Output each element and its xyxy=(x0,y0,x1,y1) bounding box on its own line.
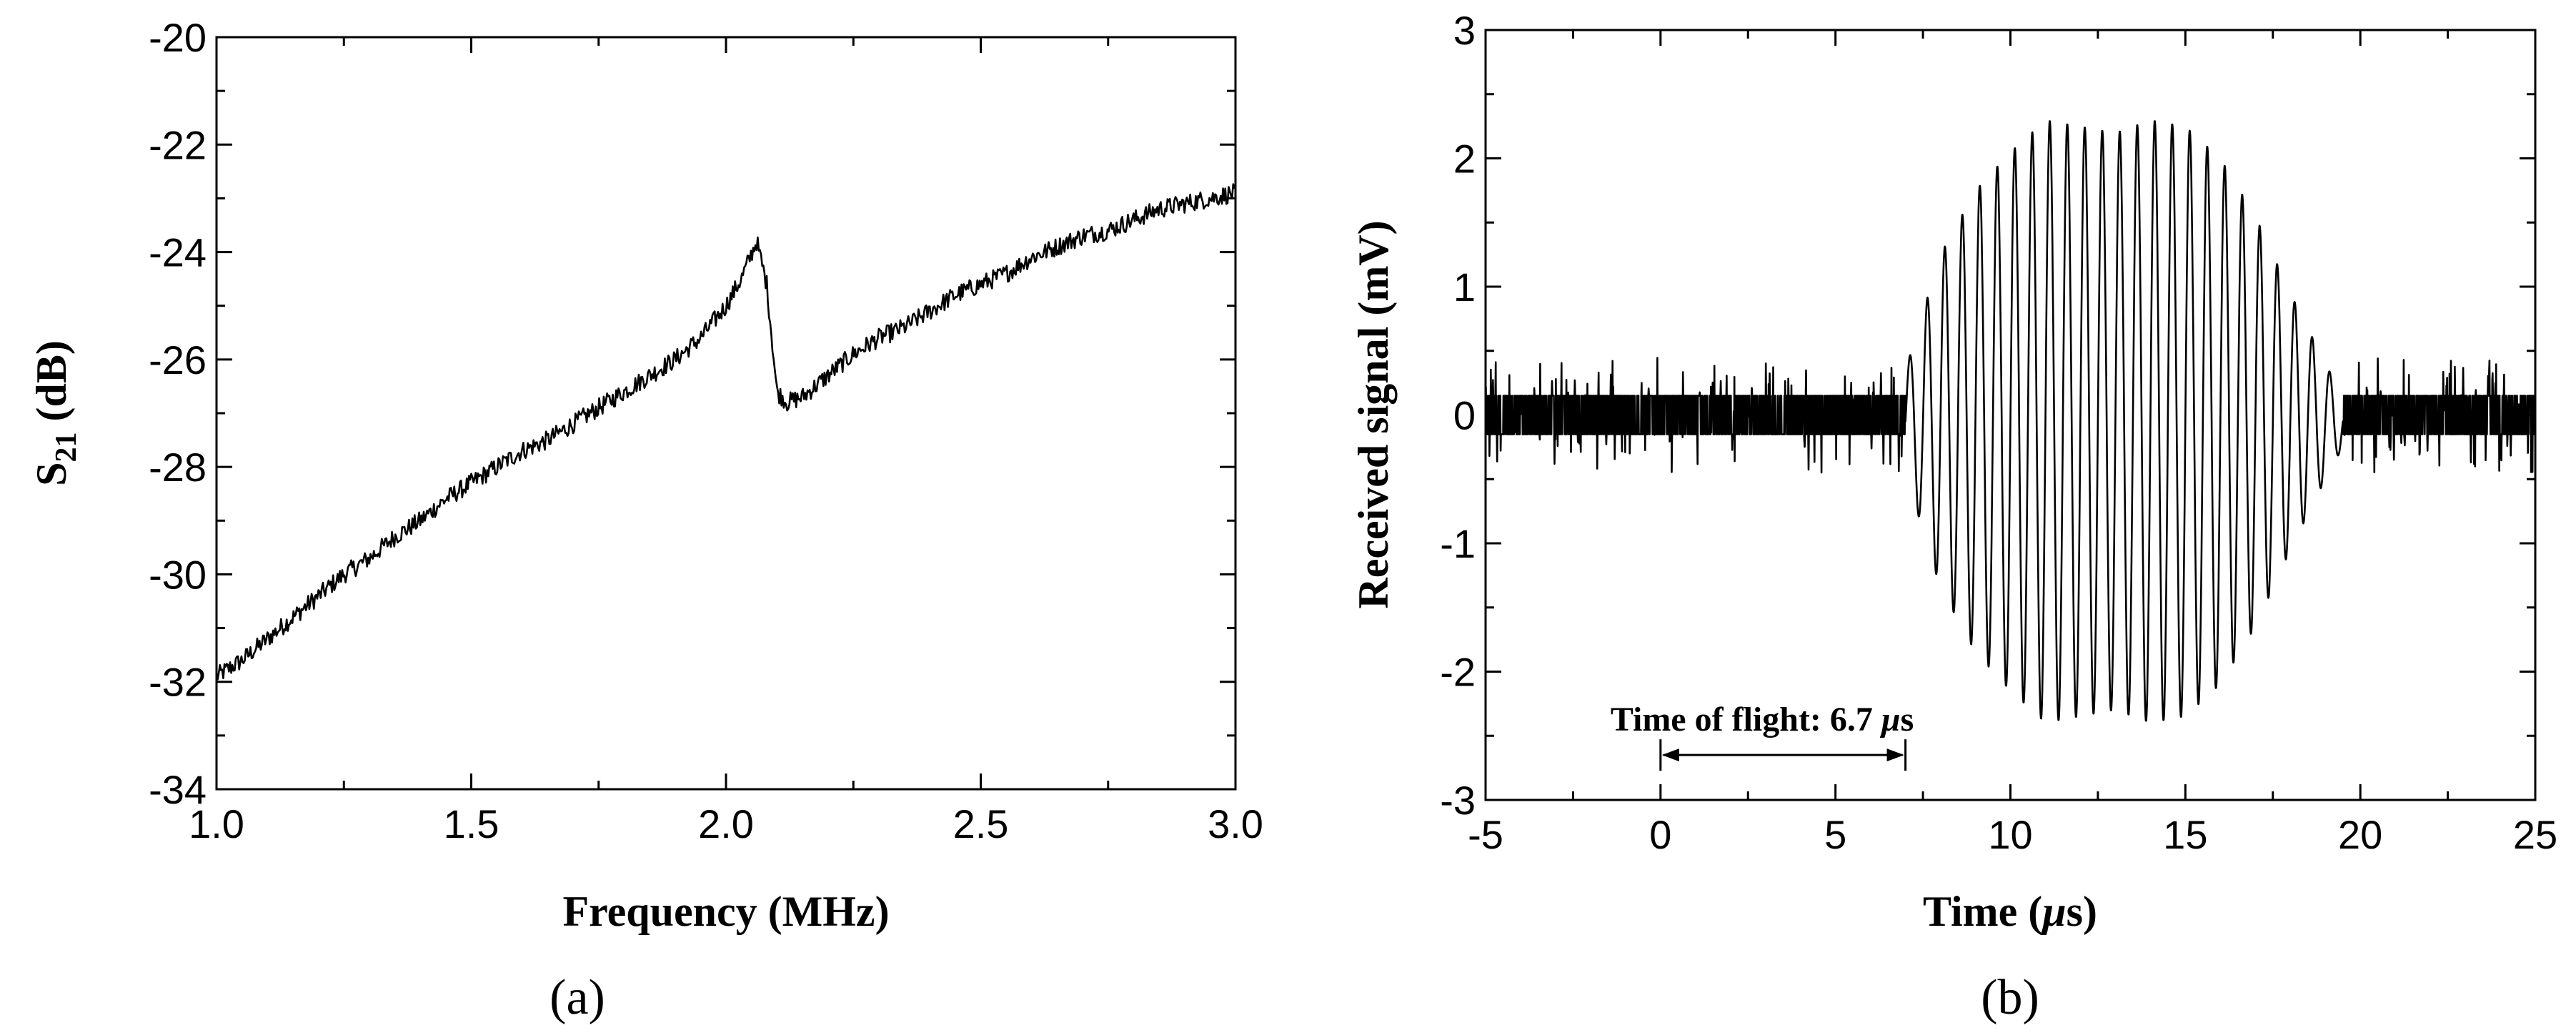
x-tick-label-a: 3.0 xyxy=(1208,801,1263,846)
y-tick-label-a: -20 xyxy=(149,15,207,60)
x-axis-label-a: Frequency (MHz) xyxy=(562,888,889,935)
y-axis-label-a: S21 (dB) xyxy=(28,340,83,486)
annotation-text-post: s xyxy=(1901,701,1914,738)
x-tick-label-b: 25 xyxy=(2513,812,2557,857)
y-tick-label-a: -28 xyxy=(149,445,207,490)
y-tick-label-b: 3 xyxy=(1453,8,1476,53)
x-tick-label-b: 15 xyxy=(2163,812,2207,857)
y-tick-label-a: -34 xyxy=(149,767,207,812)
x-axis-label-b-mu: μ xyxy=(2040,888,2066,935)
x-axis-label-b: Time (μs) xyxy=(1923,888,2097,935)
annotation-text-pre: Time of flight: 6.7 xyxy=(1611,701,1881,738)
y-axis-label-a-sub: 21 xyxy=(50,432,83,462)
y-tick-label-a: -22 xyxy=(149,122,207,167)
x-tick-label-b: -5 xyxy=(1468,812,1503,857)
y-tick-label-b: 1 xyxy=(1453,265,1476,310)
x-tick-label-b: 0 xyxy=(1649,812,1671,857)
annotation-arrowhead-left xyxy=(1661,748,1679,762)
y-tick-label-a: -24 xyxy=(149,230,207,275)
panel-label-a: (a) xyxy=(549,970,605,1025)
y-tick-label-a: -30 xyxy=(149,552,207,597)
x-axis-label-b-post: s) xyxy=(2067,888,2097,935)
x-axis-label-b-pre: Time ( xyxy=(1923,888,2042,935)
y-axis-label-b: Received signal (mV) xyxy=(1350,220,1397,608)
axis-ticks-a: 1.0 1.5 2.0 2.5 3.0 -34 -32 -30 -28 -26 -24 -22 -20 xyxy=(149,15,1263,846)
plot-frame-a xyxy=(215,36,1237,791)
y-tick-label-b: 0 xyxy=(1453,393,1476,438)
y-tick-label-b: -1 xyxy=(1440,521,1476,566)
series-group-b xyxy=(1484,120,2537,722)
y-tick-label-b: -2 xyxy=(1440,650,1476,695)
x-tick-label-b: 20 xyxy=(2338,812,2382,857)
x-tick-label-a: 1.0 xyxy=(189,801,244,846)
chart-panel-a: 1.0 1.5 2.0 2.5 3.0-34-32-30-28-26-24-22-20 … xyxy=(28,15,1263,1025)
x-tick-label-a: 2.5 xyxy=(953,801,1009,846)
annotation-text-mu: μ xyxy=(1879,701,1901,738)
y-axis-label-a-main: S xyxy=(28,462,75,485)
panel-label-b: (b) xyxy=(1981,970,2039,1025)
x-tick-label-a: 1.5 xyxy=(444,801,499,846)
annotation-label: Time of flight: 6.7 μs xyxy=(1611,701,1914,738)
y-axis-label-a-unit: (dB) xyxy=(28,340,75,432)
time-of-flight-annotation: Time of flight: 6.7 μs xyxy=(1611,701,1914,771)
x-tick-label-b: 5 xyxy=(1824,812,1846,857)
y-tick-label-a: -32 xyxy=(149,660,207,705)
y-tick-label-b: -3 xyxy=(1440,778,1476,823)
y-tick-label-a: -26 xyxy=(149,337,207,382)
series-line-s21 xyxy=(215,183,1237,681)
axis-ticks-b: -5 0 5 10 15 20 25 -3 -2 -1 0 1 2 3 xyxy=(1440,8,2557,857)
x-tick-label-b: 10 xyxy=(1988,812,2032,857)
series-line-received-signal xyxy=(1484,120,2537,722)
x-tick-label-a: 2.0 xyxy=(698,801,754,846)
series-group-a xyxy=(215,183,1237,681)
annotation-arrowhead-right xyxy=(1886,748,1904,762)
chart-panel-b: -5 0 5 10 15 20 25 -3 -2 -1 0 1 2 3 Time of flight: 6… xyxy=(1350,8,2557,1025)
y-tick-label-b: 2 xyxy=(1453,137,1476,182)
